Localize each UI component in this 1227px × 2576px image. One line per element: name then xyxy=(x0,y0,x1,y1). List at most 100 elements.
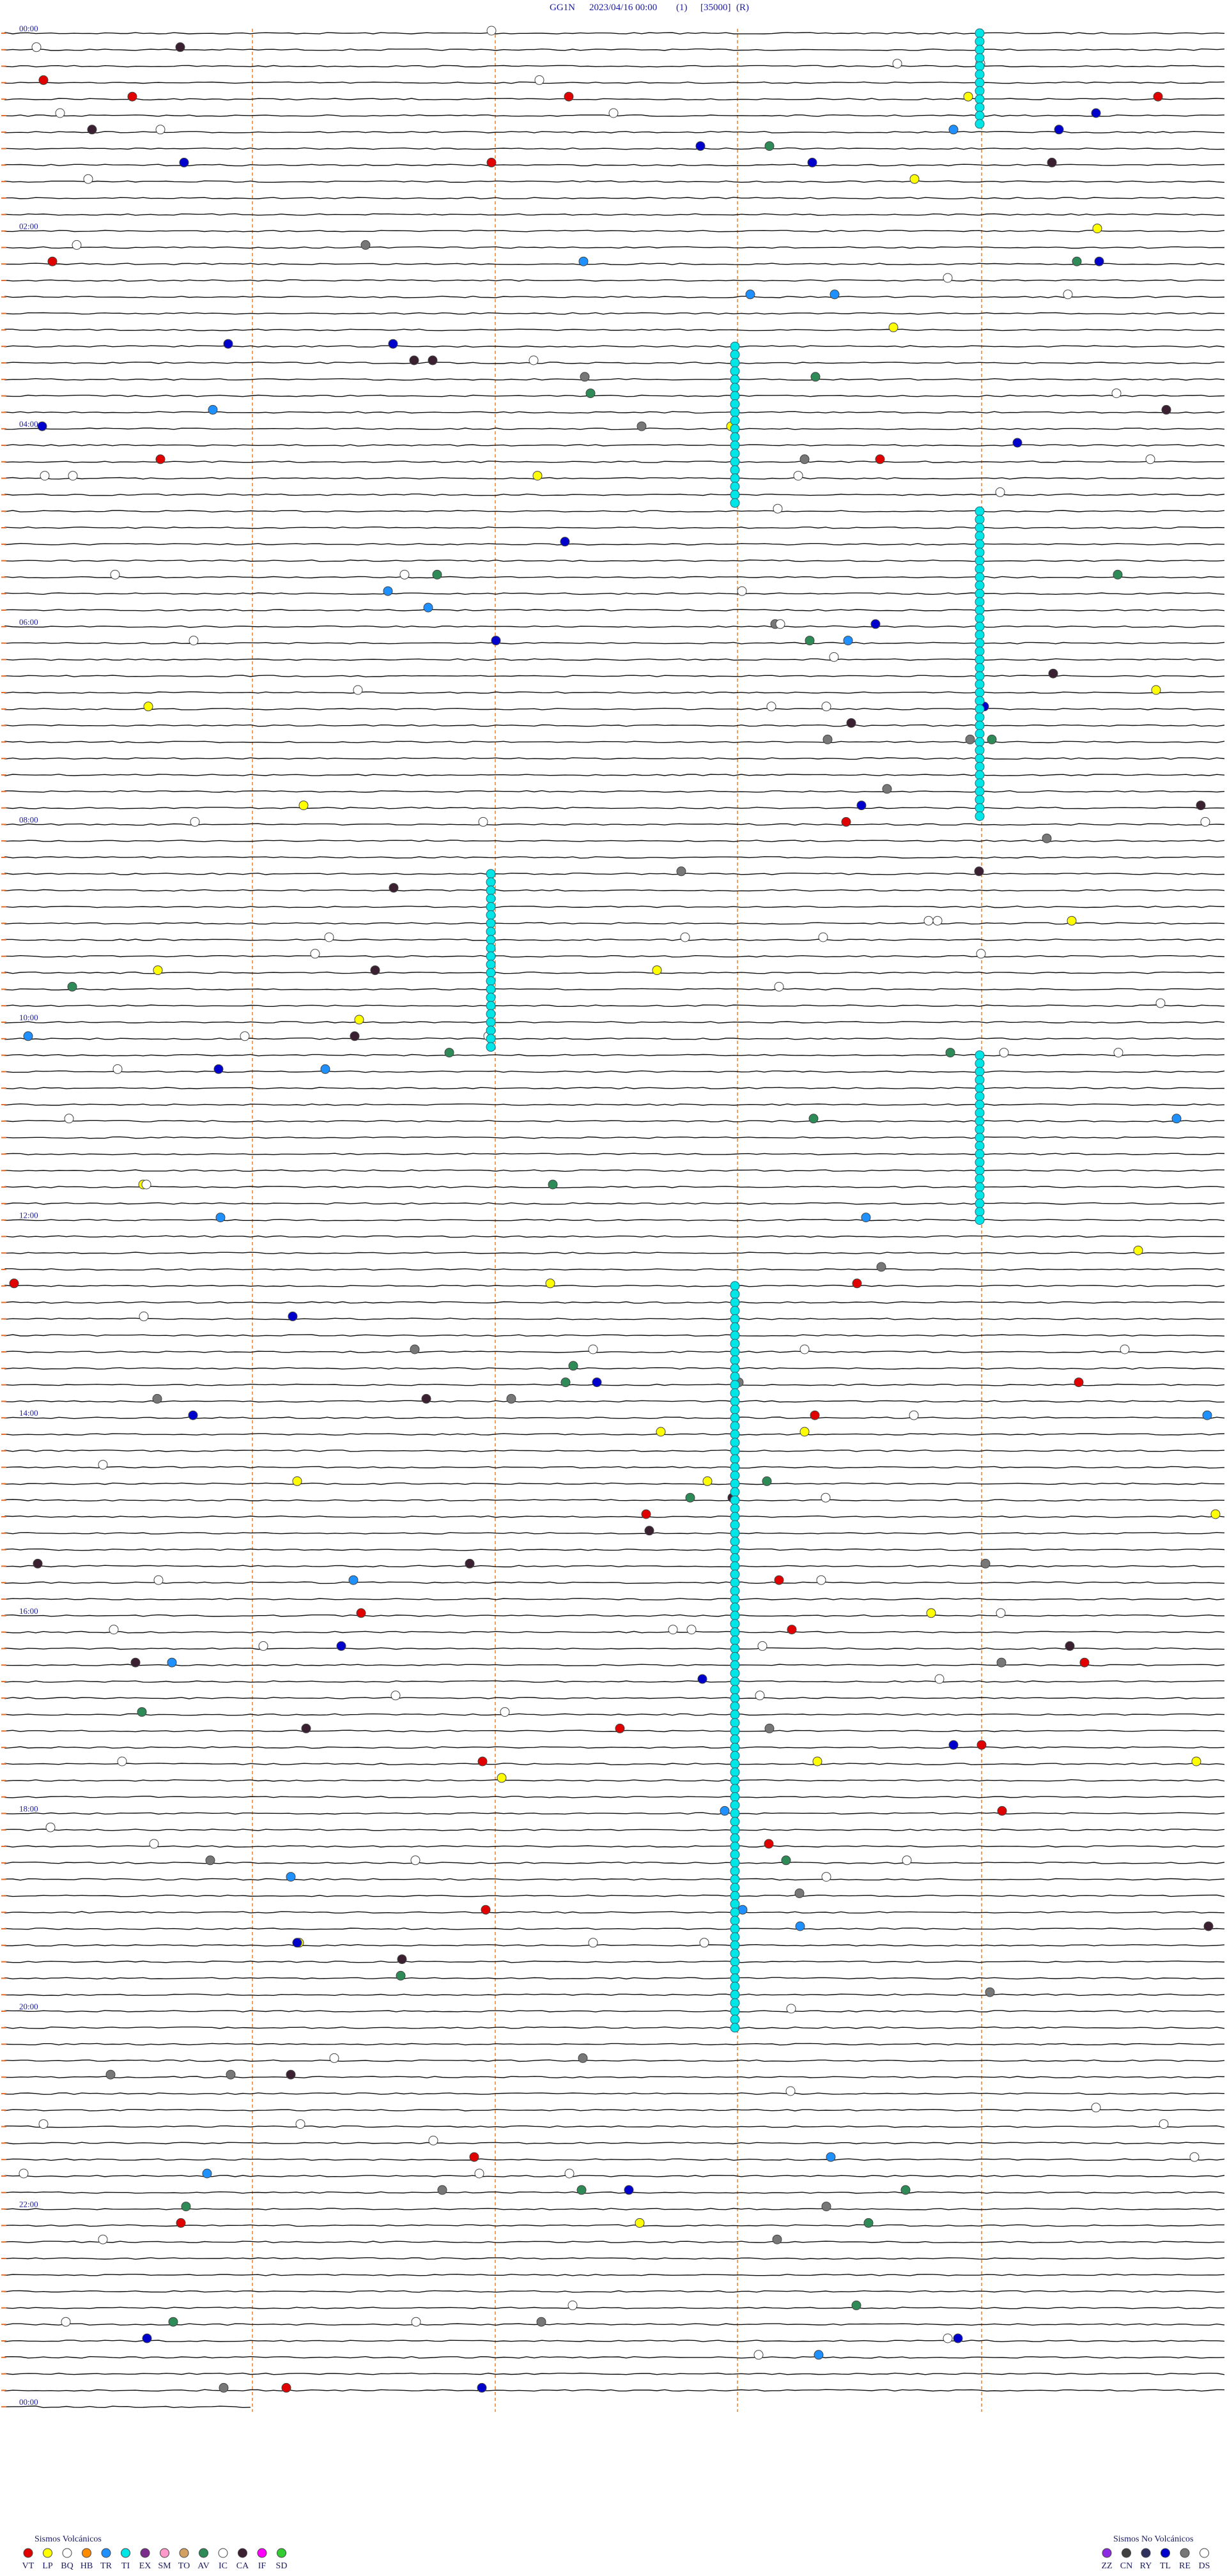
event xyxy=(45,1822,56,1832)
trace xyxy=(4,1218,1225,1222)
event xyxy=(757,1641,768,1651)
trace xyxy=(4,98,1225,101)
tremor-event xyxy=(730,1890,740,1901)
event xyxy=(686,1625,697,1635)
event xyxy=(843,636,853,646)
event xyxy=(1145,454,1155,464)
trace xyxy=(4,1252,1225,1255)
legend-swatch xyxy=(257,2548,267,2558)
tremor-event xyxy=(975,1116,985,1126)
event xyxy=(807,157,817,167)
tremor-event xyxy=(730,1586,740,1596)
event xyxy=(149,1839,159,1849)
tremor-event xyxy=(486,894,496,903)
tremor-event xyxy=(730,1759,740,1769)
tremor-event xyxy=(730,1512,740,1522)
tremor-event xyxy=(975,654,985,664)
event xyxy=(814,2350,824,2360)
tremor-event xyxy=(486,992,496,1002)
event xyxy=(286,1872,296,1882)
trace xyxy=(4,740,1225,744)
event xyxy=(635,2218,645,2228)
event xyxy=(189,636,199,646)
event xyxy=(851,2300,861,2310)
time-label: 18:00 xyxy=(19,1804,38,1813)
trace xyxy=(4,2125,1225,2128)
event xyxy=(350,1031,360,1041)
event xyxy=(292,1476,302,1486)
legend-swatch xyxy=(238,2548,247,2558)
time-label: 12:00 xyxy=(19,1211,38,1220)
event xyxy=(821,1872,831,1882)
legend-swatch xyxy=(277,2548,286,2558)
event xyxy=(497,1773,507,1783)
event xyxy=(1091,108,1101,118)
tremor-event xyxy=(730,465,740,475)
event xyxy=(1054,125,1064,135)
tremor-event xyxy=(730,1438,740,1448)
event xyxy=(781,1855,791,1866)
mode: (R) xyxy=(736,3,749,13)
event xyxy=(764,141,775,151)
time-label: 00:00 xyxy=(19,2397,38,2407)
event xyxy=(1191,1756,1201,1767)
tremor-event xyxy=(486,918,496,928)
tremor-event xyxy=(975,53,985,63)
event xyxy=(474,2168,484,2179)
event xyxy=(1079,1657,1090,1667)
event xyxy=(1120,1344,1130,1354)
event xyxy=(795,1921,805,1931)
event xyxy=(965,734,975,744)
tremor-event xyxy=(730,1718,740,1728)
tremor-event xyxy=(486,885,496,896)
event xyxy=(576,2185,587,2195)
trace xyxy=(4,526,1225,529)
trace xyxy=(4,2356,1225,2359)
tremor-event xyxy=(975,753,985,763)
event xyxy=(301,1723,311,1733)
trace xyxy=(4,724,1225,727)
event xyxy=(564,2168,575,2179)
event xyxy=(47,256,58,266)
event xyxy=(37,421,47,431)
trace xyxy=(4,806,1225,809)
trace xyxy=(4,839,1225,843)
event xyxy=(641,1509,651,1519)
event xyxy=(153,965,163,976)
tremor-event xyxy=(730,383,740,393)
trace xyxy=(4,2059,1225,2062)
event xyxy=(240,1031,250,1041)
trace xyxy=(4,1186,1225,1188)
event xyxy=(1155,998,1166,1008)
event xyxy=(1161,404,1171,415)
trace xyxy=(4,2306,1225,2310)
event xyxy=(588,1938,598,1948)
tremor-event xyxy=(975,613,985,624)
tremor-event xyxy=(975,102,985,112)
tremor-event xyxy=(975,1207,985,1217)
tremor-event xyxy=(730,473,740,484)
tremor-event xyxy=(975,721,985,731)
event xyxy=(909,174,920,184)
tremor-event xyxy=(975,1083,985,1093)
event xyxy=(1065,1641,1075,1651)
tremor-event xyxy=(730,432,740,442)
event xyxy=(821,702,831,712)
event xyxy=(411,2317,421,2327)
event xyxy=(799,1427,810,1437)
tremor-event xyxy=(486,1025,496,1036)
event xyxy=(786,2004,796,2014)
tremor-event xyxy=(486,976,496,986)
legend-code: CA xyxy=(236,2561,249,2571)
legend-swatch xyxy=(140,2548,150,2558)
trace xyxy=(4,378,1225,381)
tremor-event xyxy=(975,539,985,549)
trace xyxy=(4,312,1224,315)
trace xyxy=(4,576,1225,579)
tremor-event xyxy=(730,1446,740,1456)
tremor-event xyxy=(730,1668,740,1678)
event xyxy=(976,1740,987,1750)
legend-code: CN xyxy=(1120,2561,1132,2571)
legend-code: LP xyxy=(42,2561,53,2571)
event xyxy=(585,388,596,399)
